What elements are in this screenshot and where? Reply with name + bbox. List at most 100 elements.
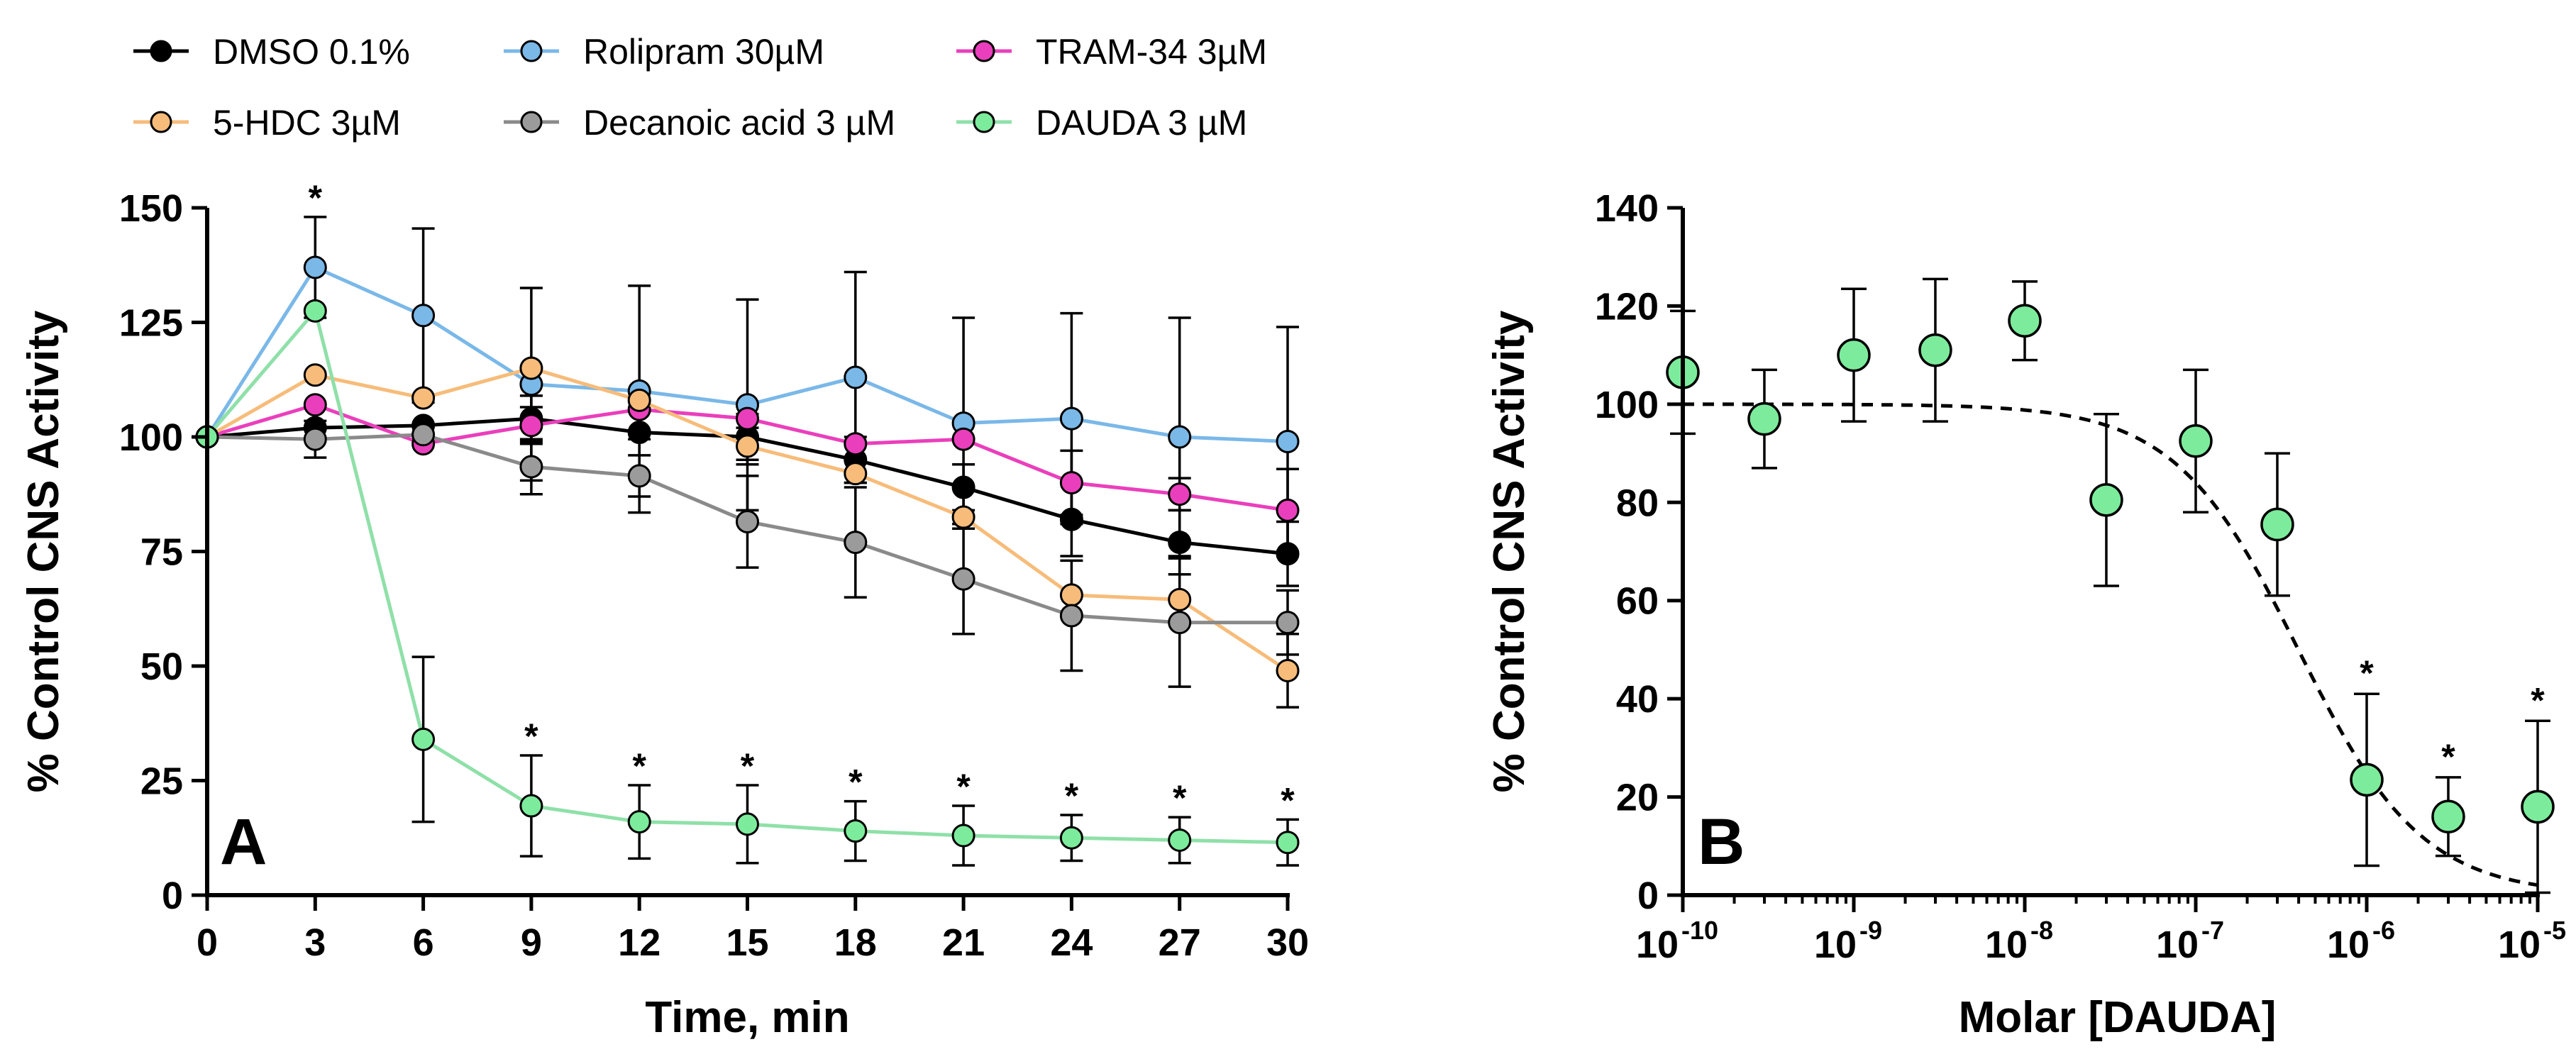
data-point [951,505,975,529]
data-point [2179,424,2213,458]
data-point [303,363,327,387]
data-point [736,406,759,431]
data-point [844,462,868,486]
data-point [1276,831,1300,855]
panel-b-letter: B [1698,806,1745,878]
data-point [2431,799,2465,834]
data-point [411,386,436,410]
panel-a-letter: A [220,806,267,878]
legend-item: DAUDA 3 µM [956,103,1247,143]
data-point [1168,828,1192,852]
x-tick-label: 24 [1050,921,1093,964]
data-point [951,475,975,499]
significance-star: * [524,716,538,756]
legend-item: Rolipram 30µM [504,32,824,72]
significance-star: * [2360,653,2374,693]
data-point [844,819,868,843]
significance-star: * [1281,780,1295,820]
y-tick-label: 0 [1637,875,1659,917]
legend-label: TRAM-34 3µM [1036,32,1267,72]
data-point [627,388,651,412]
data-point [1276,611,1300,635]
data-point [411,304,436,328]
x-axis-title: Molar [DAUDA] [1959,993,2277,1042]
significance-star: * [1065,776,1079,816]
x-tick-label: 15 [726,921,768,964]
series-errorbars [304,216,1299,558]
data-point [736,434,759,458]
significance-star: * [2531,680,2545,720]
data-point [844,365,868,389]
data-point [627,464,651,488]
x-tick-label: 10 -8 [1985,916,2053,966]
legend-marker [150,40,172,62]
x-tick-label: 0 [197,921,218,964]
data-point [1059,471,1083,495]
y-tick-label: 125 [119,302,183,345]
data-point [951,427,975,451]
y-tick-label: 120 [1595,285,1659,328]
legend-marker [520,40,543,62]
data-point [2089,483,2123,517]
data-point [1168,425,1192,449]
legend-label: Decanoic acid 3 µM [583,103,895,143]
significance-star: * [956,767,971,806]
legend-marker [973,111,995,133]
data-point [1168,611,1192,635]
data-point [411,727,436,751]
data-point [1918,333,1952,367]
panel-a-chart: * * * * * * * * * 0 25 50 75 100 125 150 0 3 6 9 12 15 18 21 24… [19,178,1309,1042]
fit-curve [1683,402,2538,887]
significance-star: * [2441,737,2455,777]
data-point [627,421,651,445]
legend-marker [150,111,172,133]
significance-star: * [309,178,323,218]
data-point [1059,583,1083,607]
panel-b-axes: 0 20 40 60 80 100 120 140 10 -10 10 -9 10 -8 10 -7 10 -6 1… [1485,187,2566,1042]
significance-star: * [741,746,755,786]
y-tick-label: 100 [1595,384,1659,426]
data-point [2521,789,2555,824]
legend: DMSO 0.1% 5-HDC 3µM Rolipram 30µM Decanoic … [133,32,1267,143]
data-point [1059,826,1083,850]
data-point [303,299,327,323]
data-point [1059,604,1083,628]
data-point [519,356,543,380]
series-errorbars [736,426,1299,709]
x-tick-label: 10 -7 [2156,916,2224,966]
y-tick-label: 40 [1616,678,1659,721]
x-tick-label: 10 -6 [2327,916,2395,966]
data-point [627,810,651,834]
y-tick-label: 25 [140,760,183,803]
legend-label: Rolipram 30µM [583,32,824,72]
legend-label: DMSO 0.1% [213,32,410,72]
data-point [736,812,759,836]
series-rolipram-30-m [195,255,1300,453]
panel-b-chart: * * * 0 20 40 60 80 100 120 140 10 -10 10 -9 10 -8 10 -7 1… [1485,187,2566,1042]
data-point [1059,507,1083,531]
data-point [1837,338,1871,372]
data-point [1059,406,1083,431]
significance-star: * [1173,778,1187,818]
data-point [519,414,543,438]
y-tick-label: 150 [119,187,183,230]
legend-label: DAUDA 3 µM [1036,103,1247,143]
y-tick-label: 60 [1616,580,1659,623]
x-tick-label: 12 [618,921,660,964]
significance-star: * [848,763,863,802]
data-point [1168,482,1192,506]
series-dauda-3-m [195,299,1300,855]
legend-marker [520,111,543,133]
y-tick-label: 75 [140,531,183,574]
legend-item: TRAM-34 3µM [956,32,1267,72]
data-point [844,432,868,456]
data-point [303,427,327,451]
data-point [1276,429,1300,453]
legend-item: 5-HDC 3µM [133,103,401,143]
x-tick-label: 10 -5 [2498,916,2566,966]
x-tick-label: 3 [304,921,326,964]
legend-item: Decanoic acid 3 µM [504,103,895,143]
y-tick-label: 50 [140,645,183,688]
y-tick-label: 100 [119,416,183,459]
